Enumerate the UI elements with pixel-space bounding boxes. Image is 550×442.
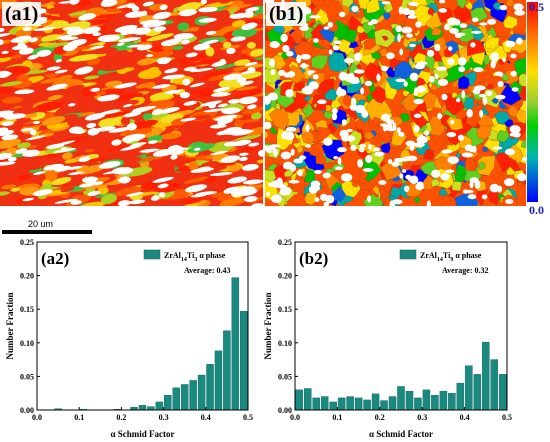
histogram-bar	[138, 405, 147, 411]
legend-swatch	[399, 249, 417, 260]
y-tick-label: 0.20	[278, 272, 292, 281]
scale-bar-label: 20 um	[28, 219, 54, 229]
histogram-bar	[197, 374, 206, 411]
x-tick-label: 0.3	[417, 413, 427, 422]
legend-label: ZrAl14Ti9 α phase	[420, 251, 482, 263]
y-tick-label: 0.20	[20, 272, 34, 281]
histogram-bar	[303, 388, 312, 411]
histogram-bar	[164, 395, 172, 411]
schmid-map-a1-image	[0, 0, 263, 206]
legend-label: ZrAl14Ti3 α phase	[164, 251, 226, 263]
histogram-b2: 0.0 0.1 0.2 0.3 0.4 0.5 0.00 0.05 0.10 0.15 0.20 0.…	[263, 238, 512, 439]
histogram-bar	[371, 393, 380, 411]
y-tick-label: 0.25	[278, 238, 292, 247]
x-tick-label: 0.1	[332, 413, 342, 422]
histogram-bar	[388, 396, 397, 411]
histogram-bar	[214, 350, 223, 411]
x-tick-label: 0.5	[243, 413, 253, 422]
histogram-bar	[499, 374, 507, 411]
average-annotation: Average: 0.43	[184, 266, 231, 275]
histogram-bar	[414, 397, 422, 411]
histogram-bar	[456, 382, 465, 411]
histogram-bar	[240, 311, 248, 411]
histogram-bar	[346, 396, 354, 411]
histogram-a2: 0.0 0.1 0.2 0.3 0.4 0.5 0.00 0.05 0.10 0.15 0.20 0.…	[5, 238, 253, 439]
histogram-bar	[397, 386, 405, 411]
y-tick-label: 0.05	[278, 372, 292, 381]
plot-frame	[36, 241, 249, 411]
histogram-bar	[189, 380, 197, 411]
y-tick-label: 0.10	[278, 339, 292, 348]
histogram-bar	[147, 406, 155, 411]
histogram-bar	[337, 397, 346, 411]
histogram-bar	[380, 400, 388, 411]
histogram-bar	[206, 364, 214, 411]
y-tick-label: 0.10	[20, 339, 34, 348]
schmid-map-b1-image	[265, 0, 526, 206]
histogram-bar	[223, 330, 231, 411]
y-tick-label: 0.15	[278, 305, 292, 314]
legend-swatch	[143, 249, 161, 260]
histogram-bar	[320, 396, 329, 411]
histogram-bar	[405, 390, 414, 411]
x-tick-label: 0.3	[159, 413, 169, 422]
x-tick-label: 0.0	[32, 413, 42, 422]
histogram-bar	[354, 397, 363, 411]
panel-label-a1: (a1)	[2, 2, 42, 26]
x-tick-label: 0.1	[74, 413, 84, 422]
histogram-bar	[465, 365, 473, 411]
panel-label-a2: (a2)	[41, 249, 69, 268]
colorbar-min-label: 0.0	[529, 203, 544, 217]
y-tick-label: 0.25	[20, 238, 34, 247]
y-tick-label: 0.05	[20, 372, 34, 381]
schmid-map-b1	[265, 0, 526, 206]
histogram-bar	[231, 277, 240, 411]
x-tick-label: 0.4	[460, 413, 470, 422]
histogram-bar	[490, 359, 499, 411]
histogram-bar	[312, 397, 320, 411]
scale-bar	[2, 230, 92, 234]
y-axis-label: Number Fraction	[5, 292, 15, 359]
histogram-bar	[329, 401, 337, 411]
schmid-map-a1	[0, 0, 263, 206]
x-tick-label: 0.5	[502, 413, 512, 422]
x-axis-label: α Schmid Factor	[110, 429, 174, 439]
schmid-factor-histograms: 0.0 0.1 0.2 0.3 0.4 0.5 0.00 0.05 0.10 0.15 0.20 0.…	[5, 238, 512, 439]
x-axis-label: α Schmid Factor	[369, 429, 433, 439]
histogram-bar	[448, 392, 456, 411]
colorbar-max-label: 0.5	[529, 0, 544, 14]
y-tick-label: 0.00	[278, 406, 292, 415]
panel-label-b2: (b2)	[299, 249, 328, 268]
y-tick-label: 0.00	[20, 406, 34, 415]
histogram-bar	[155, 401, 164, 411]
histogram-bar	[172, 387, 180, 411]
color-scale-bar	[527, 2, 538, 202]
histogram-bar	[439, 390, 448, 411]
average-annotation: Average: 0.32	[442, 266, 489, 275]
histogram-bar	[422, 389, 431, 411]
panel-label-b1: (b1)	[266, 2, 307, 26]
x-tick-label: 0.4	[201, 413, 211, 422]
x-tick-label: 0.2	[116, 413, 126, 422]
x-tick-label: 0.0	[290, 413, 300, 422]
histogram-bar	[180, 384, 189, 411]
histogram-bar	[363, 399, 371, 411]
y-tick-label: 0.15	[20, 305, 34, 314]
y-axis-label: Number Fraction	[263, 292, 273, 359]
histogram-bar	[295, 389, 303, 411]
histogram-bar	[473, 374, 482, 411]
histogram-bar	[431, 395, 439, 411]
x-tick-label: 0.2	[375, 413, 385, 422]
histogram-bar	[482, 341, 490, 411]
plot-frame	[294, 241, 508, 411]
